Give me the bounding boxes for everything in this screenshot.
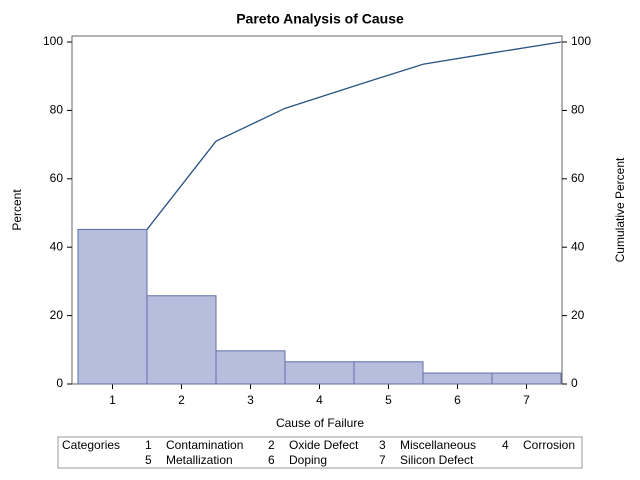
x-tick-label: 6 <box>454 393 461 407</box>
y2-tick-label: 80 <box>571 103 585 117</box>
bar <box>215 350 286 385</box>
y-tick-label: 100 <box>43 34 63 48</box>
y2-tick-label: 60 <box>571 171 585 185</box>
legend-label: Miscellaneous <box>400 438 476 452</box>
x-tick-label: 2 <box>178 393 185 407</box>
y-axis-label: Percent <box>10 189 24 231</box>
x-tick-label: 4 <box>316 393 323 407</box>
legend-label: Silicon Defect <box>400 453 474 467</box>
y2-tick-label: 40 <box>571 239 585 253</box>
y2-axis-label: Cumulative Percent <box>613 157 627 262</box>
legend-box <box>57 436 583 469</box>
legend-number: 6 <box>268 453 275 467</box>
legend-number: 2 <box>268 438 275 452</box>
cumulative-line <box>146 41 562 230</box>
legend-number: 3 <box>379 438 386 452</box>
y-tick-label: 0 <box>56 376 63 390</box>
bar <box>284 361 355 385</box>
bar <box>353 361 424 385</box>
x-tick-label: 3 <box>247 393 254 407</box>
y2-tick-label: 20 <box>571 308 585 322</box>
legend-title: Categories <box>62 438 120 452</box>
x-tick-label: 1 <box>109 393 116 407</box>
legend-label: Oxide Defect <box>289 438 359 452</box>
chart-title: Pareto Analysis of Cause <box>236 11 404 27</box>
bar <box>77 228 148 385</box>
y-tick-label: 20 <box>50 308 64 322</box>
legend-label: Doping <box>289 453 327 467</box>
y-tick-label: 40 <box>50 239 64 253</box>
legend-number: 1 <box>145 438 152 452</box>
y2-tick-label: 100 <box>571 34 591 48</box>
legend-label: Metallization <box>166 453 233 467</box>
x-tick-label: 7 <box>523 393 530 407</box>
legend-number: 5 <box>145 453 152 467</box>
bar <box>491 372 562 385</box>
bar <box>146 295 217 385</box>
legend-label: Contamination <box>166 438 243 452</box>
y-tick-label: 80 <box>50 103 64 117</box>
bar <box>422 372 493 385</box>
legend-number: 4 <box>502 438 509 452</box>
x-axis-label: Cause of Failure <box>276 416 364 430</box>
legend-label: Corrosion <box>523 438 575 452</box>
y2-tick-label: 0 <box>571 376 578 390</box>
y-tick-label: 60 <box>50 171 64 185</box>
legend-number: 7 <box>379 453 386 467</box>
x-tick-label: 5 <box>385 393 392 407</box>
